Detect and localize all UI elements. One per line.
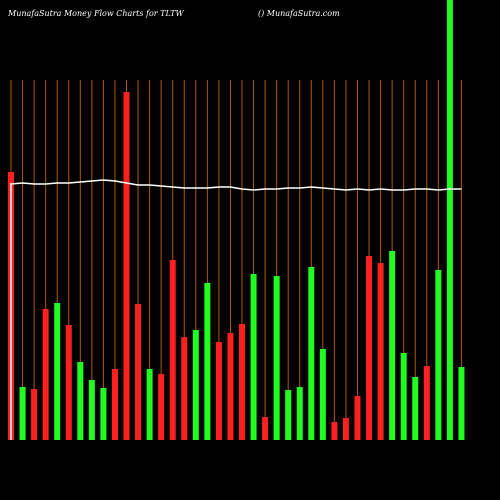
chart-subtitle: () MunafaSutra.com bbox=[258, 9, 340, 18]
chart-title: MunafaSutra Money Flow Charts for TLTW bbox=[7, 9, 184, 18]
bar bbox=[458, 367, 465, 440]
bar bbox=[435, 270, 442, 440]
bar bbox=[227, 333, 234, 440]
bar bbox=[158, 374, 165, 440]
money-flow-line bbox=[10, 179, 462, 440]
bar bbox=[111, 369, 118, 440]
bar bbox=[123, 92, 130, 440]
bar bbox=[366, 256, 373, 440]
bar bbox=[100, 388, 107, 440]
bar bbox=[389, 251, 396, 440]
bar bbox=[146, 369, 153, 440]
bar bbox=[354, 396, 361, 440]
bar bbox=[215, 342, 222, 440]
bar bbox=[400, 353, 407, 440]
bar bbox=[342, 418, 349, 440]
bar bbox=[412, 377, 419, 440]
bar bbox=[31, 389, 38, 440]
bar bbox=[181, 337, 188, 440]
bar bbox=[42, 309, 49, 440]
bar bbox=[65, 325, 72, 440]
bar bbox=[169, 260, 176, 440]
bar bbox=[262, 417, 269, 440]
bar bbox=[273, 276, 280, 440]
bar bbox=[77, 362, 84, 440]
bar bbox=[204, 283, 211, 440]
bar bbox=[88, 380, 95, 440]
bar bbox=[54, 303, 61, 440]
bar bbox=[377, 263, 384, 440]
bar bbox=[319, 349, 326, 440]
bar bbox=[423, 366, 430, 440]
bar bbox=[19, 387, 26, 440]
bar bbox=[446, 0, 453, 440]
bar bbox=[285, 390, 292, 440]
bar bbox=[250, 274, 257, 440]
bar bbox=[308, 267, 315, 440]
bar bbox=[331, 422, 338, 440]
bar bbox=[239, 324, 245, 440]
bar bbox=[192, 330, 199, 440]
bar bbox=[296, 387, 303, 440]
bar bbox=[135, 304, 142, 440]
